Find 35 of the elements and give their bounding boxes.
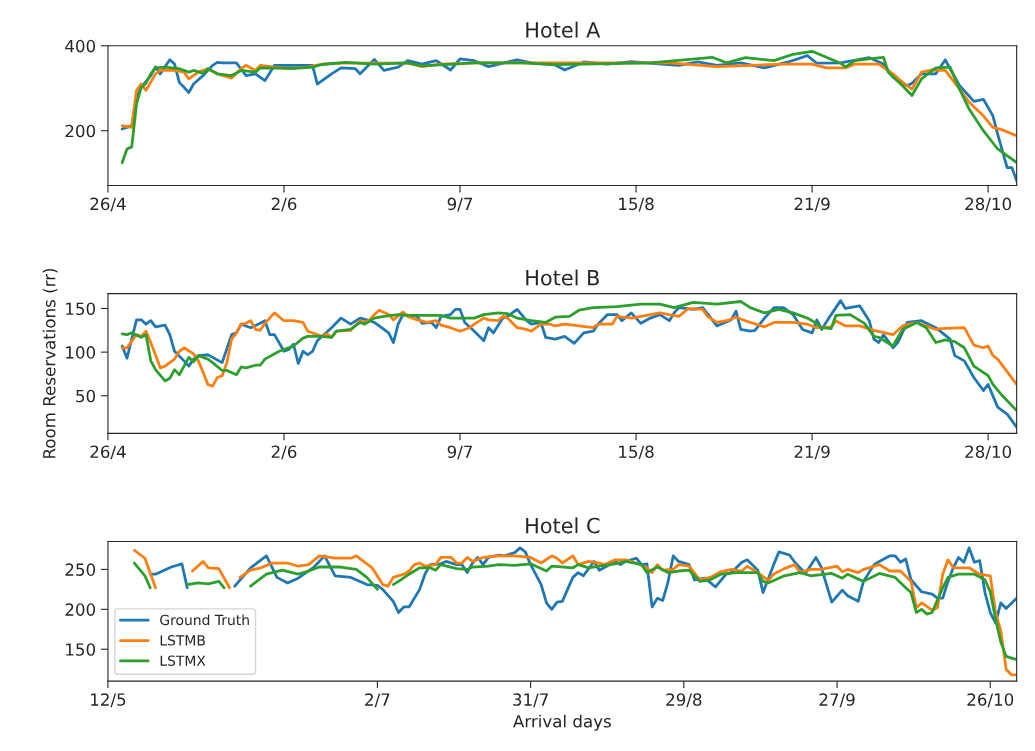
x-tick-label: 12/5 [91,693,126,708]
x-tick-label: 21/9 [794,197,830,212]
y-axis-title: Room Reservations (rr) [42,268,58,458]
chart-title: Hotel A [526,21,601,38]
y-tick-label: 200 [65,124,96,138]
x-tick-label: 26/10 [967,693,1014,708]
legend-label: LSTMX [160,655,206,666]
x-tick-label: 2/6 [271,445,297,460]
x-tick-label: 27/9 [819,693,855,708]
x-tick-label: 26/4 [90,197,126,212]
line-series [120,49,1017,164]
x-tick-label: 2/6 [271,197,297,212]
x-tick-label: 26/4 [90,445,126,460]
x-tick-label: 15/8 [619,197,654,212]
x-tick-label: 28/10 [965,445,1012,460]
y-tick-label: 50 [76,389,96,403]
x-tick-label: 2/7 [365,693,390,708]
x-tick-label: 29/8 [666,693,702,708]
x-axis-title: Arrival days [513,714,611,731]
legend-label: Ground Truth [160,614,249,626]
y-tick-label: 400 [65,39,96,53]
chart-title: Hotel C [526,517,600,534]
x-tick-label: 21/9 [794,445,830,460]
x-tick-label: 9/7 [447,197,473,212]
y-tick-label: 100 [66,346,96,359]
y-tick-label: 250 [65,563,96,576]
chart-title: Hotel B [526,269,599,286]
x-tick-label: 15/8 [619,445,654,460]
y-tick-label: 150 [66,643,96,656]
y-tick-label: 150 [66,302,96,316]
y-tick-label: 200 [65,603,96,616]
x-tick-label: 9/7 [447,445,473,460]
x-tick-label: 31/7 [513,693,548,708]
legend-label: LSTMB [160,635,205,646]
x-tick-label: 28/10 [965,197,1012,212]
